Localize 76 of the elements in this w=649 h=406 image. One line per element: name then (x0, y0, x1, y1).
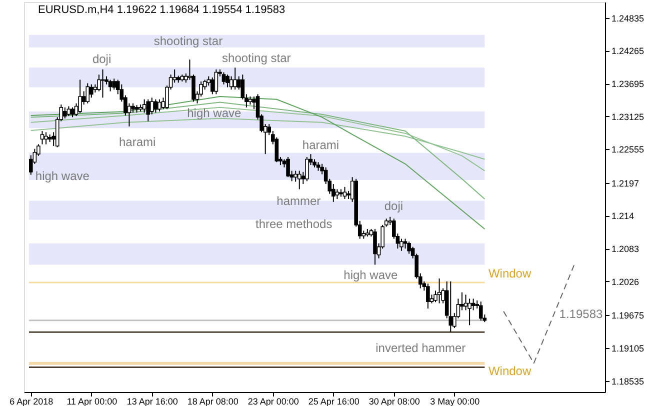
candlestick (112, 78, 116, 90)
annotation: high wave (344, 268, 398, 282)
candlestick (478, 301, 483, 322)
y-tick-label: 1.24265 (612, 46, 644, 56)
y-tick-label: 1.19105 (612, 343, 644, 354)
annotation: harami (302, 138, 340, 152)
line-series (30, 96, 486, 230)
candlestick (305, 156, 309, 182)
candlestick (158, 98, 162, 112)
ref-line-label: Window (488, 266, 532, 281)
annotation: shooting star (222, 51, 291, 65)
annotation: doji (92, 52, 112, 66)
x-tick-label: 25 Apr 16:00 (308, 396, 360, 406)
annotation: three methods (255, 217, 332, 231)
candlestick (142, 98, 146, 114)
candlestick (233, 67, 237, 90)
x-tick-label: 30 Apr 08:00 (368, 396, 420, 406)
candlestick (108, 79, 112, 92)
x-tick-label: 23 Apr 00:00 (248, 396, 299, 406)
candlestick (214, 68, 218, 95)
candlestick (286, 156, 290, 178)
candlestick (89, 84, 94, 98)
candlestick (342, 186, 347, 200)
candlestick (464, 294, 468, 311)
candlestick (70, 106, 74, 118)
candlestick (44, 132, 48, 145)
y-tick-label: 1.24835 (612, 13, 644, 24)
y-tick-label: 1.2026 (612, 276, 640, 287)
x-tick-label: 13 Apr 16:00 (126, 396, 178, 406)
y-tick-label: 1.23125 (612, 112, 644, 122)
candlestick (40, 130, 44, 145)
candlestick (407, 241, 411, 254)
candlestick (426, 283, 430, 309)
x-tick-label: 18 Apr 08:00 (187, 396, 238, 406)
x-tick-label: 11 Apr 00:00 (66, 396, 118, 406)
candlestick (63, 106, 67, 119)
annotation: doji (384, 199, 404, 213)
candlestick (448, 280, 453, 333)
annotation: 1.19583 (559, 307, 603, 321)
y-tick-label: 1.18535 (612, 376, 644, 386)
candlestick (154, 98, 158, 114)
candlestick (373, 228, 377, 266)
y-tick-label: 1.2197 (612, 178, 640, 188)
annotation: high wave (35, 169, 90, 183)
candlestick (335, 188, 340, 200)
y-tick-label: 1.214 (612, 211, 634, 222)
candlestick (78, 79, 82, 114)
candlestick (66, 106, 71, 117)
candlestick (131, 102, 135, 114)
candlestick (150, 97, 154, 115)
annotation: hammer (276, 194, 321, 208)
y-tick-label: 1.2083 (612, 244, 640, 254)
candlestick (294, 170, 298, 182)
chart-title: EURUSD.m,H4 1.19622 1.19684 1.19554 1.19583 (38, 4, 286, 16)
candlestick (437, 278, 442, 304)
candlestick (86, 82, 90, 104)
candlestick (468, 298, 472, 326)
candlestick (297, 170, 302, 190)
annotation: shooting star (154, 34, 223, 48)
annotation: high wave (187, 106, 242, 120)
line-series (30, 106, 486, 172)
annotation: inverted hammer (376, 341, 466, 355)
candlestick (229, 76, 234, 90)
annotation: harami (118, 135, 156, 149)
candlestick (226, 74, 230, 88)
y-tick-label: 1.23695 (612, 79, 644, 90)
y-tick-label: 1.22555 (612, 144, 644, 155)
y-tick-label: 1.19675 (612, 310, 644, 321)
candlestick (146, 98, 150, 122)
x-tick-label: 3 May 00:00 (430, 396, 480, 406)
x-tick-label: 6 Apr 2018 (10, 396, 54, 406)
band-label: Window (488, 364, 532, 378)
candlestick (222, 72, 226, 85)
candlestick (471, 298, 476, 311)
candlestick (403, 238, 408, 250)
candlestick (172, 68, 176, 84)
